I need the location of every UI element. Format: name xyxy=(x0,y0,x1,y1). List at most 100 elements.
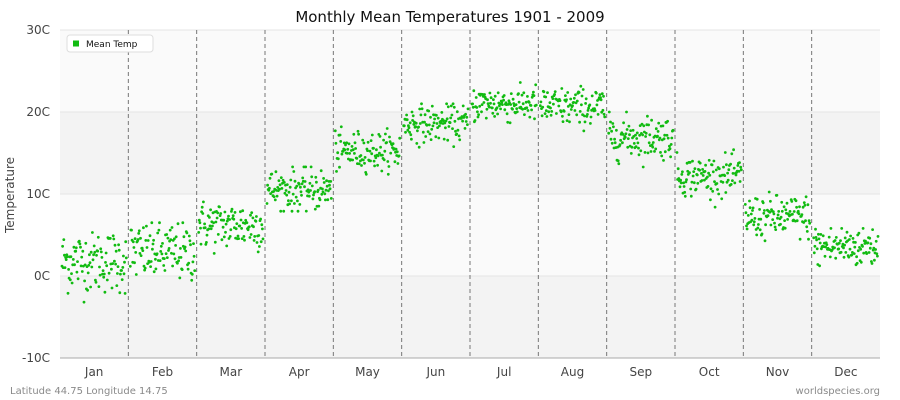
data-point xyxy=(298,203,302,206)
data-point xyxy=(716,188,719,191)
data-point xyxy=(299,190,303,194)
data-point xyxy=(252,225,255,229)
data-point xyxy=(542,90,546,94)
data-point xyxy=(429,138,433,142)
data-point xyxy=(208,224,212,228)
data-point xyxy=(575,99,579,103)
data-point xyxy=(756,226,760,230)
data-point xyxy=(228,218,232,221)
data-point xyxy=(567,113,571,116)
data-point xyxy=(355,157,359,160)
data-point xyxy=(615,128,618,132)
data-point xyxy=(152,238,156,242)
data-point xyxy=(199,226,202,230)
data-point xyxy=(161,242,164,245)
data-point xyxy=(432,121,436,125)
data-point xyxy=(274,170,278,174)
data-point xyxy=(485,107,489,111)
data-point xyxy=(425,123,429,127)
data-point xyxy=(233,211,237,214)
data-point xyxy=(176,222,180,226)
data-point xyxy=(668,144,671,148)
data-point xyxy=(98,273,102,277)
data-point xyxy=(549,106,552,110)
data-point xyxy=(142,226,145,230)
data-point xyxy=(571,104,574,108)
data-point xyxy=(376,154,380,158)
data-point xyxy=(429,115,432,119)
data-point xyxy=(222,235,226,239)
data-point xyxy=(100,256,104,259)
data-point xyxy=(306,188,310,192)
data-point xyxy=(254,219,258,223)
data-point xyxy=(637,146,640,150)
data-point xyxy=(385,127,389,130)
data-point xyxy=(133,237,137,241)
data-point xyxy=(568,103,572,107)
data-point xyxy=(282,181,286,184)
data-point xyxy=(193,269,197,272)
data-point xyxy=(798,205,801,209)
data-point xyxy=(671,128,675,132)
data-point xyxy=(766,214,770,218)
data-point xyxy=(849,234,852,238)
data-point xyxy=(174,235,178,239)
data-point xyxy=(259,240,263,244)
data-point xyxy=(177,259,181,263)
data-point xyxy=(414,121,418,125)
data-point xyxy=(657,121,661,125)
data-point xyxy=(287,190,291,194)
data-point xyxy=(324,188,328,192)
data-point xyxy=(421,130,425,134)
data-point xyxy=(779,222,782,226)
data-point xyxy=(692,181,696,185)
data-point xyxy=(587,106,590,110)
data-point xyxy=(502,94,506,97)
data-point xyxy=(273,198,277,202)
data-point xyxy=(240,227,244,230)
data-point xyxy=(451,102,455,106)
data-point xyxy=(866,241,870,245)
data-point xyxy=(402,124,406,128)
data-point xyxy=(837,241,841,245)
data-point xyxy=(525,106,529,110)
month-dividers xyxy=(127,30,813,358)
data-point xyxy=(191,260,195,264)
data-point xyxy=(647,123,650,127)
data-point xyxy=(707,158,711,162)
data-point xyxy=(105,264,109,268)
data-point xyxy=(874,248,877,251)
data-point xyxy=(650,118,653,122)
data-point xyxy=(868,246,872,250)
data-point xyxy=(874,239,878,243)
x-tick-label: Mar xyxy=(220,365,243,379)
data-point xyxy=(354,147,357,150)
data-point xyxy=(199,242,203,246)
data-point xyxy=(748,199,751,203)
data-point xyxy=(624,132,628,136)
data-point xyxy=(89,250,93,254)
data-point xyxy=(524,100,528,104)
data-point xyxy=(255,241,259,244)
data-point xyxy=(212,252,216,255)
data-point xyxy=(333,129,337,133)
data-point xyxy=(203,222,207,226)
data-point xyxy=(184,249,188,253)
data-point xyxy=(780,200,784,204)
data-point xyxy=(638,133,641,137)
data-point xyxy=(445,117,449,121)
data-point xyxy=(287,199,290,203)
data-point xyxy=(559,110,563,114)
data-point xyxy=(464,112,467,116)
data-point xyxy=(539,100,543,104)
data-point xyxy=(216,211,220,215)
data-point xyxy=(221,225,225,229)
data-point xyxy=(555,112,558,115)
data-point xyxy=(234,227,238,231)
data-point xyxy=(311,197,315,201)
data-point xyxy=(440,111,444,114)
data-point xyxy=(325,184,329,188)
data-point xyxy=(451,127,454,130)
data-point xyxy=(837,247,841,251)
data-point xyxy=(163,269,167,272)
